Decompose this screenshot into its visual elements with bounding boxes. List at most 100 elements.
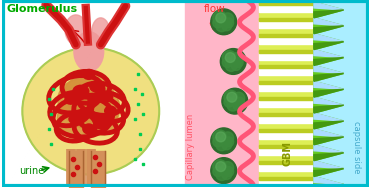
Polygon shape (314, 131, 334, 143)
Polygon shape (314, 184, 334, 189)
Polygon shape (314, 34, 344, 50)
Polygon shape (314, 121, 344, 129)
Polygon shape (314, 57, 344, 65)
Polygon shape (314, 147, 334, 159)
Bar (259, 52, 314, 60)
Polygon shape (314, 2, 344, 10)
Ellipse shape (90, 82, 104, 92)
Polygon shape (314, 179, 334, 189)
Polygon shape (314, 161, 344, 177)
Polygon shape (314, 83, 334, 95)
Polygon shape (314, 67, 334, 79)
Circle shape (216, 139, 228, 151)
Text: capsule side: capsule side (352, 121, 361, 173)
Circle shape (216, 162, 226, 172)
Ellipse shape (83, 124, 95, 134)
Ellipse shape (94, 119, 108, 129)
Ellipse shape (57, 99, 101, 135)
Bar (259, 2, 314, 5)
Bar (259, 50, 314, 53)
Polygon shape (314, 145, 344, 153)
Polygon shape (314, 97, 344, 113)
Polygon shape (314, 145, 344, 161)
Bar (259, 67, 314, 75)
Text: Glomerulus: Glomerulus (6, 4, 78, 14)
Polygon shape (314, 57, 334, 64)
Circle shape (222, 57, 232, 67)
Polygon shape (314, 4, 334, 16)
Circle shape (216, 132, 226, 142)
Polygon shape (314, 137, 334, 143)
Ellipse shape (74, 32, 104, 71)
Circle shape (227, 99, 239, 111)
Polygon shape (314, 65, 344, 81)
Circle shape (222, 21, 232, 31)
Circle shape (224, 137, 234, 147)
Polygon shape (314, 153, 334, 159)
Polygon shape (314, 169, 334, 175)
Text: GBM: GBM (282, 141, 292, 166)
Circle shape (211, 9, 237, 35)
Ellipse shape (92, 18, 109, 46)
Ellipse shape (105, 106, 116, 116)
Circle shape (233, 92, 245, 104)
Polygon shape (314, 97, 344, 105)
Circle shape (225, 53, 235, 63)
Ellipse shape (64, 74, 114, 114)
Polygon shape (314, 34, 344, 42)
Text: Capillary lumen: Capillary lumen (187, 114, 196, 180)
Polygon shape (314, 52, 334, 64)
Circle shape (227, 92, 237, 102)
Polygon shape (314, 73, 334, 79)
Circle shape (213, 137, 223, 147)
Circle shape (213, 167, 223, 177)
Polygon shape (314, 184, 344, 189)
Circle shape (225, 60, 237, 71)
Circle shape (231, 60, 241, 70)
Polygon shape (314, 105, 344, 113)
Bar (259, 129, 314, 132)
Circle shape (235, 97, 245, 107)
Polygon shape (314, 18, 344, 34)
Bar (259, 131, 314, 139)
Bar (259, 161, 314, 164)
Polygon shape (314, 113, 344, 129)
Bar (259, 145, 314, 148)
Polygon shape (314, 177, 344, 184)
Polygon shape (314, 18, 344, 26)
Circle shape (222, 162, 234, 174)
Circle shape (213, 160, 227, 174)
Bar (1, 0, 185, 187)
Ellipse shape (65, 15, 87, 45)
Circle shape (224, 90, 238, 104)
Polygon shape (314, 137, 344, 145)
Polygon shape (314, 42, 334, 48)
Bar (259, 81, 314, 84)
Bar (185, 0, 259, 187)
Ellipse shape (65, 94, 77, 104)
Circle shape (224, 167, 234, 177)
Bar (259, 20, 314, 28)
Bar (259, 177, 314, 180)
Polygon shape (314, 99, 334, 111)
Polygon shape (314, 89, 344, 97)
Polygon shape (314, 121, 334, 127)
Bar (259, 97, 314, 100)
Bar (259, 147, 314, 155)
Circle shape (224, 18, 234, 28)
Circle shape (233, 100, 243, 110)
Circle shape (216, 20, 228, 32)
Circle shape (224, 97, 234, 107)
Polygon shape (314, 42, 344, 50)
Polygon shape (314, 81, 344, 97)
Polygon shape (314, 26, 344, 34)
Polygon shape (314, 153, 344, 161)
Bar (259, 65, 314, 68)
Bar (259, 115, 314, 123)
Polygon shape (314, 169, 344, 177)
Polygon shape (314, 50, 344, 65)
Circle shape (233, 57, 243, 67)
Bar (259, 4, 314, 12)
Circle shape (222, 88, 248, 114)
Ellipse shape (58, 78, 120, 130)
